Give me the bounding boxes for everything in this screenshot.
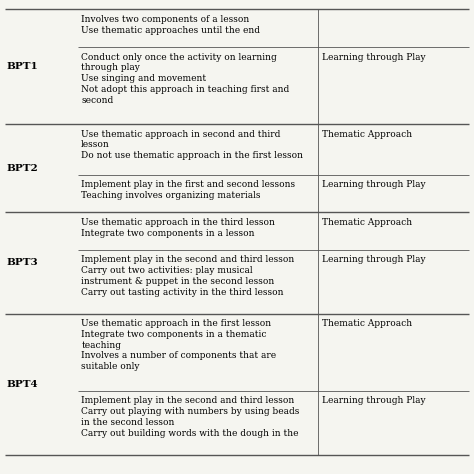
Text: Implement play in the first and second lessons
Teaching involves organizing mate: Implement play in the first and second l… [81,180,295,200]
Text: Learning through Play: Learning through Play [321,396,425,405]
Text: Conduct only once the activity on learning
through play
Use singing and movement: Conduct only once the activity on learni… [81,53,290,105]
Text: Thematic Approach: Thematic Approach [321,129,412,138]
Text: Learning through Play: Learning through Play [321,53,425,62]
Text: Use thematic approach in the first lesson
Integrate two components in a thematic: Use thematic approach in the first lesso… [81,319,276,371]
Text: Learning through Play: Learning through Play [321,180,425,189]
Text: Learning through Play: Learning through Play [321,255,425,264]
Text: BPT1: BPT1 [7,62,38,71]
Text: Implement play in the second and third lesson
Carry out two activities: play mus: Implement play in the second and third l… [81,255,294,297]
Text: Use thematic approach in second and third
lesson
Do not use thematic approach in: Use thematic approach in second and thir… [81,129,303,160]
Text: Use thematic approach in the third lesson
Integrate two components in a lesson: Use thematic approach in the third lesso… [81,218,275,237]
Text: Implement play in the second and third lesson
Carry out playing with numbers by : Implement play in the second and third l… [81,396,300,438]
Text: BPT3: BPT3 [7,258,38,267]
Text: BPT4: BPT4 [7,380,38,389]
Text: Involves two components of a lesson
Use thematic approaches until the end: Involves two components of a lesson Use … [81,15,260,35]
Text: Thematic Approach: Thematic Approach [321,218,412,227]
Text: Thematic Approach: Thematic Approach [321,319,412,328]
Text: BPT2: BPT2 [7,164,38,173]
